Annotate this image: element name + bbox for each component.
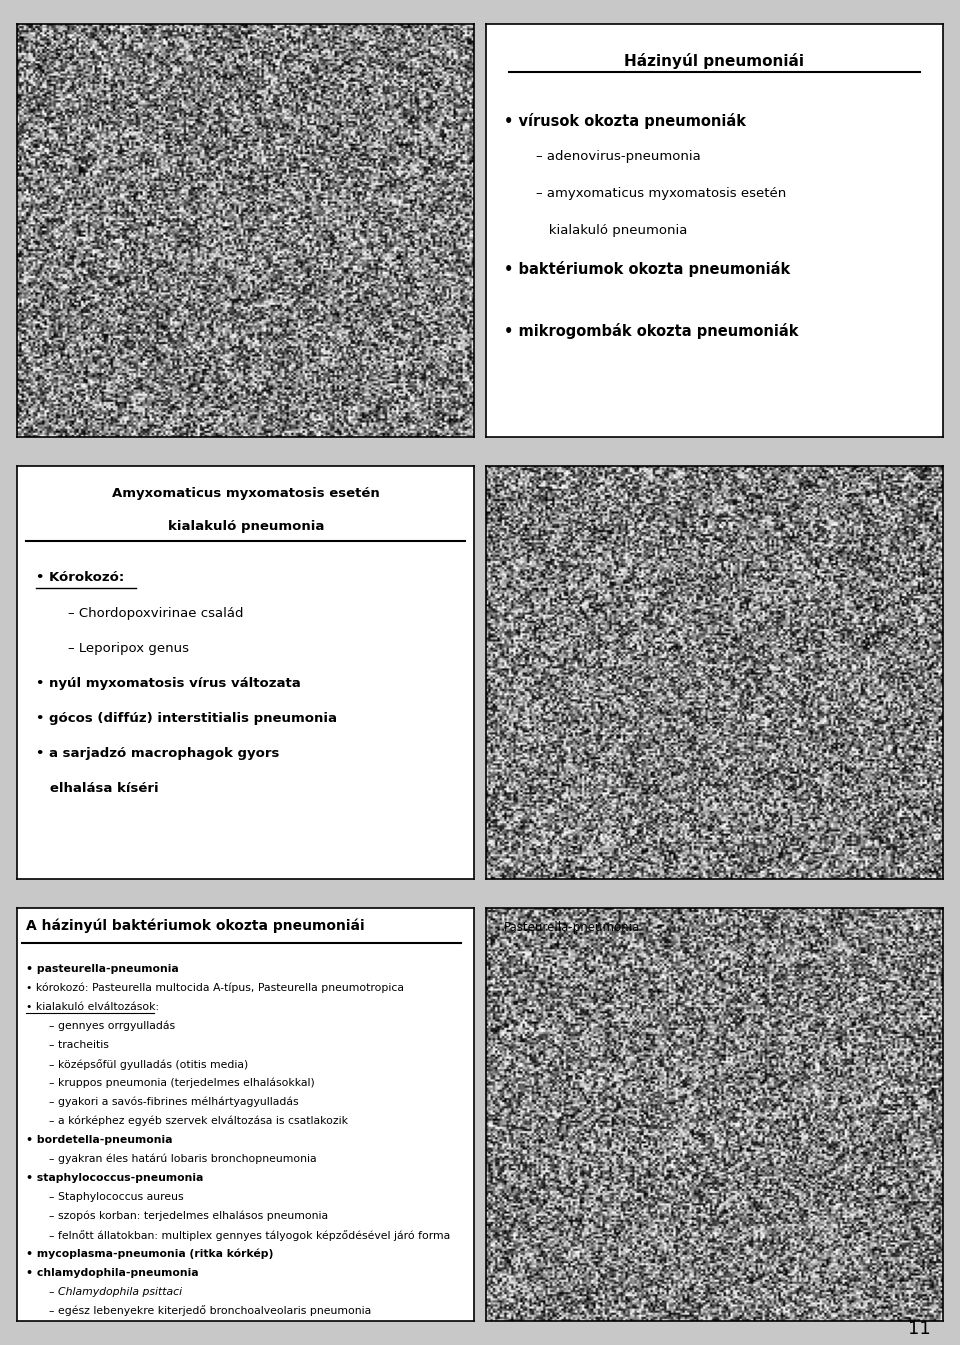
Text: – Staphylococcus aureus: – Staphylococcus aureus	[49, 1192, 184, 1201]
Text: – gyakori a savós-fibrines mélhártyagyulladás: – gyakori a savós-fibrines mélhártyagyul…	[49, 1096, 299, 1107]
Text: – kruppos pneumonia (terjedelmes elhalásokkal): – kruppos pneumonia (terjedelmes elhalás…	[49, 1077, 315, 1088]
Text: • gócos (diffúz) interstitialis pneumonia: • gócos (diffúz) interstitialis pneumoni…	[36, 712, 337, 725]
Text: Házinyúl pneumoniái: Házinyúl pneumoniái	[624, 52, 804, 69]
Text: – a kórképhez egyéb szervek elváltozása is csatlakozik: – a kórképhez egyéb szervek elváltozása …	[49, 1116, 348, 1126]
Text: • kórokozó: Pasteurella multocida A-típus, Pasteurella pneumotropica: • kórokozó: Pasteurella multocida A-típu…	[27, 983, 404, 994]
Text: • mycoplasma-pneumonia (ritka kórkép): • mycoplasma-pneumonia (ritka kórkép)	[27, 1248, 274, 1259]
Text: • bordetella-pneumonia: • bordetella-pneumonia	[27, 1135, 173, 1145]
Text: • Kórokozó:: • Kórokozó:	[36, 572, 124, 585]
Text: – középsőfül gyulladás (otitis media): – középsőfül gyulladás (otitis media)	[49, 1059, 249, 1069]
Text: Amyxomaticus myxomatosis esetén: Amyxomaticus myxomatosis esetén	[112, 487, 379, 500]
Text: • a sarjadzó macrophagok gyors: • a sarjadzó macrophagok gyors	[36, 746, 279, 760]
Text: • nyúl myxomatosis vírus változata: • nyúl myxomatosis vírus változata	[36, 677, 300, 690]
Text: – Leporipox genus: – Leporipox genus	[67, 642, 188, 655]
Text: • baktériumok okozta pneumoniák: • baktériumok okozta pneumoniák	[504, 261, 790, 277]
Text: kialakuló pneumonia: kialakuló pneumonia	[536, 225, 687, 237]
Text: – felnőtt állatokban: multiplex gennyes tályogok képződésével járó forma: – felnőtt állatokban: multiplex gennyes …	[49, 1229, 450, 1240]
Text: • kialakuló elváltozások:: • kialakuló elváltozások:	[27, 1002, 159, 1011]
Text: • mikrogombák okozta pneumoniák: • mikrogombák okozta pneumoniák	[504, 323, 799, 339]
Text: kialakuló pneumonia: kialakuló pneumonia	[168, 521, 324, 533]
Text: – szopós korban: terjedelmes elhalásos pneumonia: – szopós korban: terjedelmes elhalásos p…	[49, 1210, 328, 1221]
Text: • chlamydophila-pneumonia: • chlamydophila-pneumonia	[27, 1267, 199, 1278]
Text: – adenovirus-pneumonia: – adenovirus-pneumonia	[536, 151, 701, 163]
Text: – amyxomaticus myxomatosis esetén: – amyxomaticus myxomatosis esetén	[536, 187, 786, 200]
Text: A házinyúl baktériumok okozta pneumoniái: A házinyúl baktériumok okozta pneumoniái	[27, 919, 365, 933]
Text: – egész lebenyekre kiterjedő bronchoalveolaris pneumonia: – egész lebenyekre kiterjedő bronchoalve…	[49, 1306, 372, 1317]
Text: – tracheitis: – tracheitis	[49, 1040, 109, 1050]
Text: Pasteurella-pneumonia: Pasteurella-pneumonia	[504, 921, 640, 933]
Text: – gennyes orrgyulladás: – gennyes orrgyulladás	[49, 1021, 176, 1032]
Text: • vírusok okozta pneumoniák: • vírusok okozta pneumoniák	[504, 113, 746, 129]
Text: 11: 11	[908, 1321, 931, 1338]
Text: • pasteurella-pneumonia: • pasteurella-pneumonia	[27, 964, 180, 974]
Text: • staphylococcus-pneumonia: • staphylococcus-pneumonia	[27, 1173, 204, 1182]
Text: – Chlamydophila psittaci: – Chlamydophila psittaci	[49, 1287, 182, 1297]
Text: – gyakran éles határú lobaris bronchopneumonia: – gyakran éles határú lobaris bronchopne…	[49, 1154, 317, 1165]
Text: – Chordopoxvirinae család: – Chordopoxvirinae család	[67, 607, 243, 620]
Text: elhalása kíséri: elhalása kíséri	[36, 781, 158, 795]
